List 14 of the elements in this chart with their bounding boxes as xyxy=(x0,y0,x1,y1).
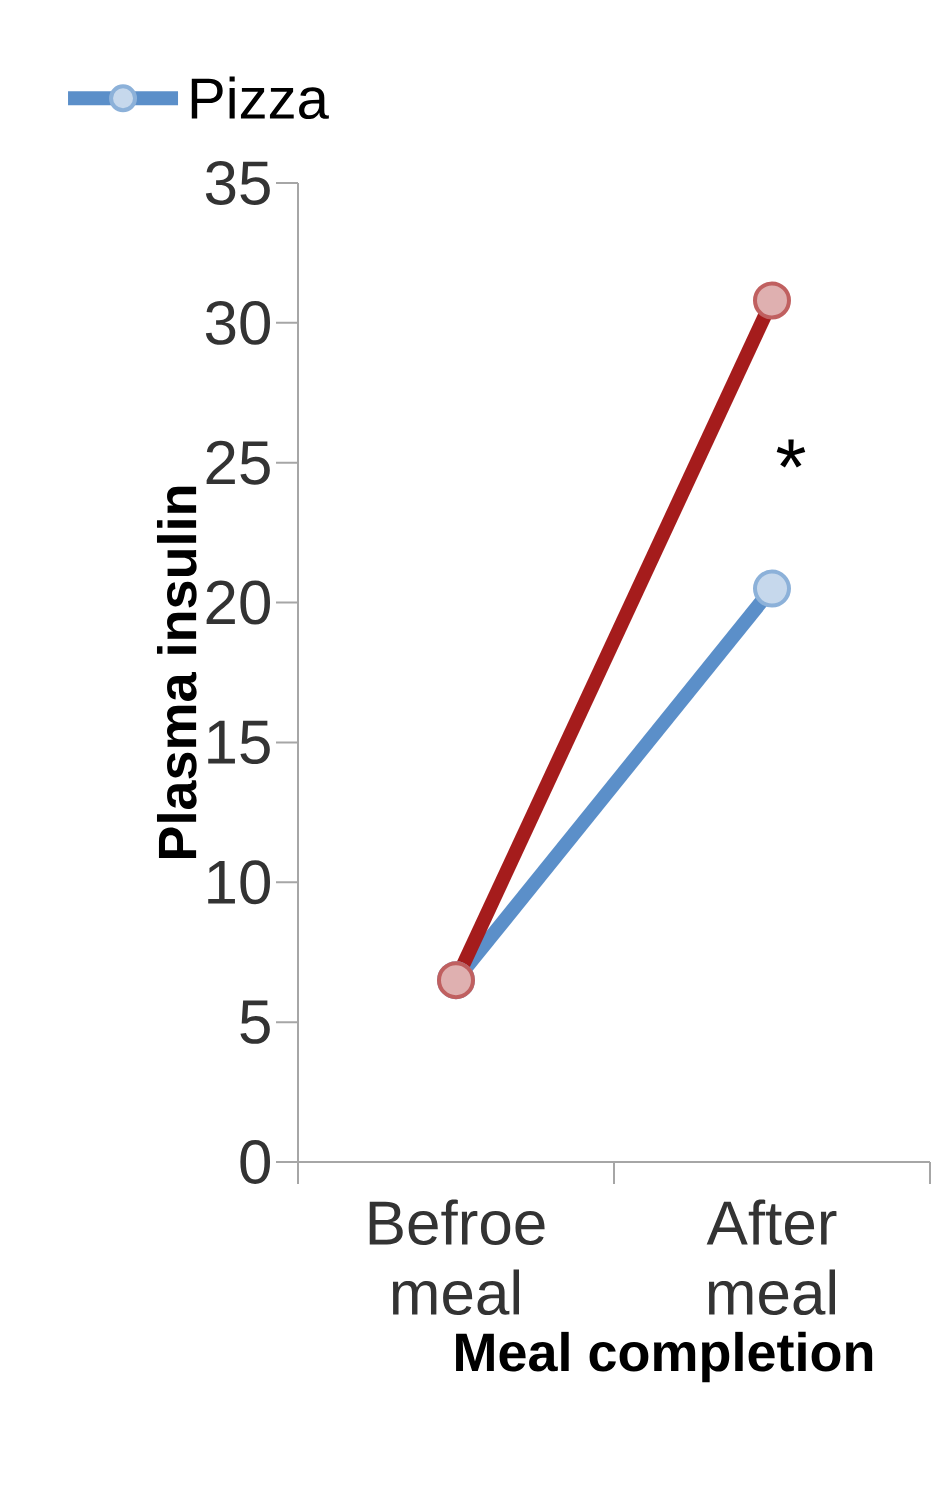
y-tick-label: 30 xyxy=(205,300,271,345)
x-tick-label: After meal xyxy=(706,1199,837,1316)
y-tick-label: 10 xyxy=(208,860,271,905)
y-tick-label: 5 xyxy=(240,1000,270,1044)
y-tick-label: 15 xyxy=(208,720,270,765)
y-tick-label: 0 xyxy=(240,1140,271,1184)
y-axis-title: Plasma insulin xyxy=(156,486,197,858)
annotation: * xyxy=(776,439,806,468)
x-tick-label: Befroe meal xyxy=(369,1199,545,1316)
y-tick-label: 25 xyxy=(206,440,270,485)
y-tick-label: 35 xyxy=(205,161,270,205)
y-tick-label: 20 xyxy=(206,580,271,625)
legend-label: Pizza xyxy=(191,76,329,120)
x-axis-title: Meal completion xyxy=(456,1331,873,1383)
